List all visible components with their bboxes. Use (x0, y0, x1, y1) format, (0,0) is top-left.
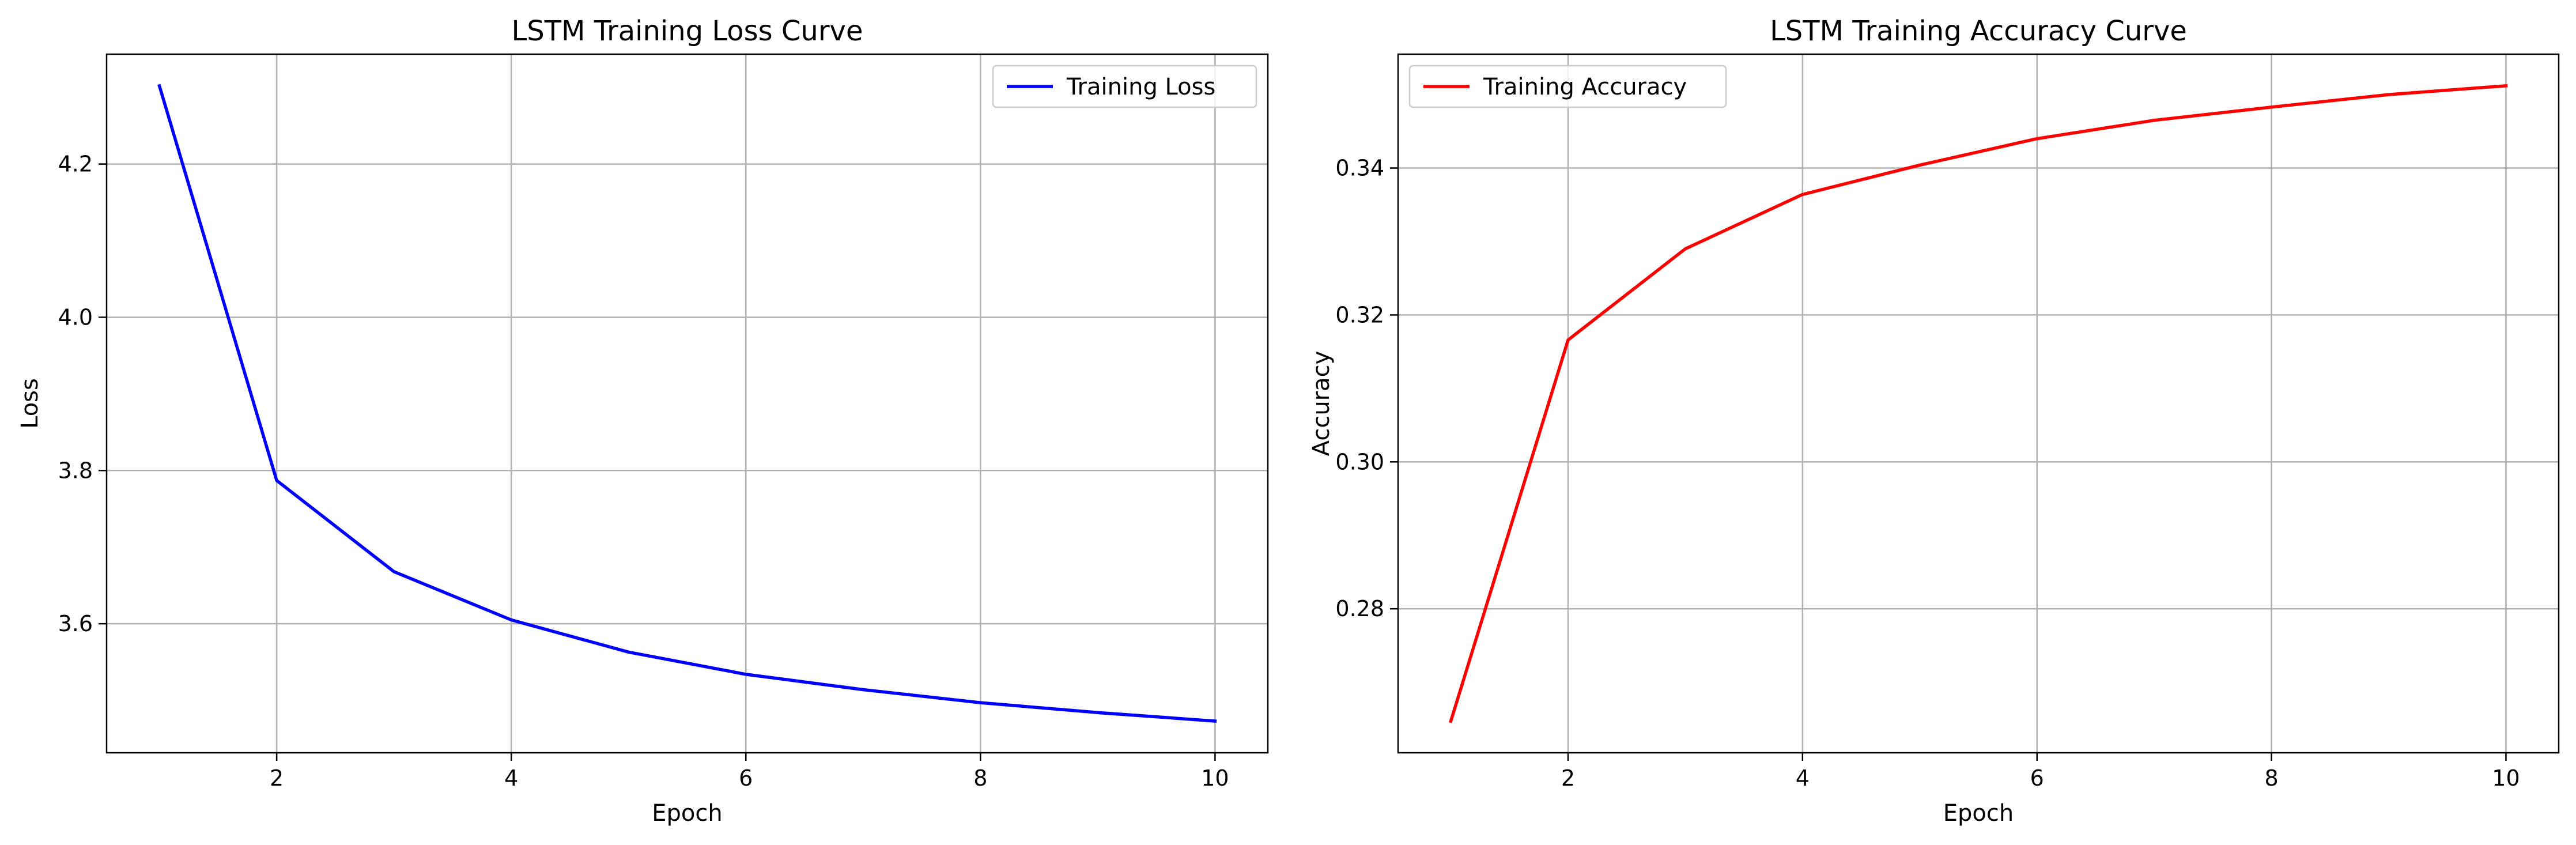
accuracy-x-tick-label: 10 (2492, 765, 2520, 791)
accuracy-x-axis-label: Epoch (1943, 800, 2014, 827)
loss-legend-box (992, 65, 1257, 108)
accuracy-x-tick-label: 6 (2030, 765, 2044, 791)
accuracy-chart-title: LSTM Training Accuracy Curve (1770, 15, 2187, 47)
accuracy-chart-panel: 2 4 6 8 10 0.28 0.30 0.32 0.34 LSTM Training Acc… (1308, 15, 2560, 827)
accuracy-y-tick-label: 0.30 (1335, 449, 1384, 474)
accuracy-legend-label: Training Accuracy (1483, 74, 1687, 100)
accuracy-series-line (1449, 84, 2508, 723)
loss-plot-frame (105, 53, 1269, 754)
accuracy-x-tick-label: 4 (1796, 765, 1810, 791)
loss-y-tick-label: 4.2 (58, 152, 93, 177)
accuracy-legend-box (1408, 65, 1727, 108)
loss-grid (107, 54, 1268, 753)
accuracy-ticks: 2 4 6 8 10 0.28 0.30 0.32 0.34 (1335, 156, 2520, 791)
loss-y-tick-label: 3.8 (58, 458, 93, 483)
loss-x-tick-label: 8 (973, 765, 987, 791)
accuracy-legend: Training Accuracy (1408, 65, 1727, 108)
loss-series-line (157, 84, 1217, 723)
loss-series-layer (157, 84, 1217, 723)
loss-x-tick-label: 2 (270, 765, 284, 791)
accuracy-y-axis-label: Accuracy (1308, 351, 1335, 457)
loss-x-tick-label: 6 (739, 765, 753, 791)
accuracy-grid (1398, 54, 2559, 753)
accuracy-x-tick-label: 8 (2264, 765, 2278, 791)
accuracy-y-tick-label: 0.34 (1335, 156, 1384, 181)
accuracy-plot-frame (1397, 53, 2560, 754)
accuracy-y-tick-label: 0.28 (1335, 596, 1384, 621)
loss-x-tick-label: 10 (1201, 765, 1229, 791)
loss-legend-label: Training Loss (1066, 74, 1215, 100)
loss-chart-title: LSTM Training Loss Curve (511, 15, 863, 47)
loss-x-tick-label: 4 (504, 765, 518, 791)
accuracy-series-layer (1449, 84, 2508, 723)
loss-y-tick-label: 4.0 (58, 304, 93, 330)
loss-ticks: 2 4 6 8 10 3.6 3.8 4.0 4.2 (58, 152, 1229, 791)
loss-legend: Training Loss (992, 65, 1257, 108)
loss-x-axis-label: Epoch (652, 800, 722, 827)
accuracy-y-tick-label: 0.32 (1335, 302, 1384, 327)
accuracy-x-tick-label: 2 (1561, 765, 1575, 791)
loss-chart-panel: 2 4 6 8 10 3.6 3.8 4.0 4.2 LSTM Training Loss Cu… (17, 15, 1269, 827)
loss-y-axis-label: Loss (17, 378, 43, 429)
loss-y-tick-label: 3.6 (58, 611, 93, 636)
